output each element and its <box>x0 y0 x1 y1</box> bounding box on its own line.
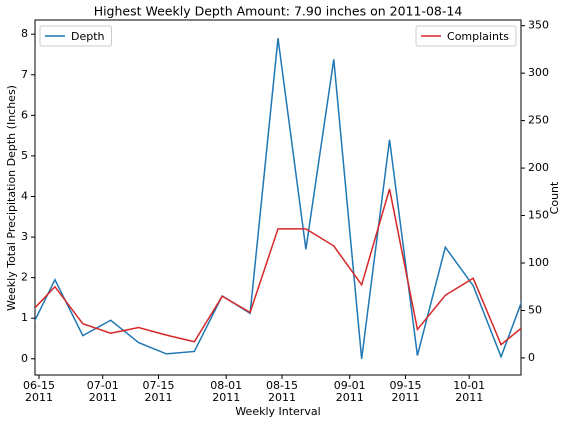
legend-box <box>39 25 113 47</box>
legend: Depth <box>39 25 113 47</box>
y2-tick-label: 350 <box>528 19 549 32</box>
y-axis-label: Weekly Total Precipitation Depth (Inches… <box>5 85 18 311</box>
legend: Complaints <box>415 25 517 47</box>
x-tick-label: 09-01 2011 <box>333 379 366 404</box>
y-tick-label: 7 <box>21 68 28 81</box>
plot-lines <box>35 38 521 359</box>
y2-tick-label: 300 <box>528 66 549 79</box>
y2-tick-label: 200 <box>528 161 549 174</box>
y2-tick-label: 150 <box>528 209 549 222</box>
y2-tick-label: 250 <box>528 114 549 127</box>
x-tick-label: 06-15 2011 <box>22 379 55 404</box>
x-tick-label: 10-01 2011 <box>453 379 486 404</box>
legend-box <box>415 25 517 47</box>
y-tick-label: 5 <box>21 149 28 162</box>
y-tick-label: 3 <box>21 230 28 243</box>
y-tick-label: 2 <box>21 271 28 284</box>
x-axis-label: Weekly Interval <box>235 405 320 418</box>
x-tick-label: 08-01 2011 <box>210 379 243 404</box>
y-tick-label: 8 <box>21 27 28 40</box>
x-tick-label: 07-15 2011 <box>142 379 175 404</box>
series-line <box>35 38 521 359</box>
x-tick-label: 08-15 2011 <box>265 379 298 404</box>
series-line <box>35 188 521 346</box>
y-tick-label: 4 <box>21 189 28 202</box>
chart-title: Highest Weekly Depth Amount: 7.90 inches… <box>94 4 463 19</box>
y2-tick-label: 0 <box>528 351 535 364</box>
y2-tick-label: 100 <box>528 256 549 269</box>
y-tick-label: 6 <box>21 108 28 121</box>
y2-axis-label: Count <box>548 181 561 214</box>
y-tick-label: 1 <box>21 311 28 324</box>
plot-frame <box>34 19 522 376</box>
y-tick-label: 0 <box>21 352 28 365</box>
legend-label: Depth <box>71 30 105 43</box>
x-tick-label: 09-15 2011 <box>389 379 422 404</box>
y2-tick-label: 50 <box>528 303 542 316</box>
x-tick-label: 07-01 2011 <box>86 379 119 404</box>
legend-label: Complaints <box>447 30 509 43</box>
